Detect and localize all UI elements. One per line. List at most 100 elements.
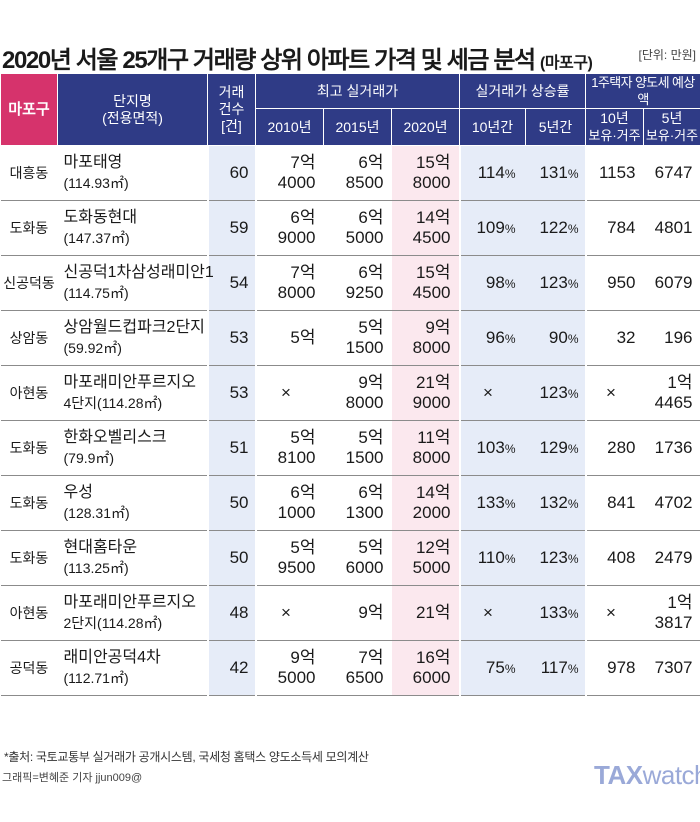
cell-tax-10y-line: 784: [607, 218, 636, 237]
rise-value: 109: [476, 217, 505, 237]
cell-price-2010-line: 6억: [290, 208, 316, 227]
table-row: 공덕동 래미안공덕4차 (112.71㎡) 42 9억 5000 7억 6500 16억 6000…: [0, 640, 700, 696]
cell-rise-5y: 123%: [525, 255, 586, 311]
cell-tax-10y: ×: [584, 585, 644, 641]
cell-price-2010-line: 5억: [290, 538, 316, 557]
cell-rise-5y: 123%: [525, 365, 586, 421]
cell-tax-5y: 1736: [643, 420, 700, 476]
cell-price-2015-line: 9억: [358, 373, 384, 392]
cell-price-2020-line: 8000: [412, 448, 451, 467]
percent-sign: %: [504, 551, 516, 566]
cell-tax-5y: 6079: [643, 255, 700, 311]
header-tax-group: 1주택자 양도세 예상액: [585, 73, 700, 109]
header-district: 마포구: [0, 73, 58, 146]
cell-price-2010-line: 8100: [277, 448, 316, 467]
cell-price-2020-line: 15억: [415, 153, 451, 172]
cell-price-2015-line: 1300: [345, 503, 384, 522]
cell-price-2010: 6억 1000: [255, 475, 324, 531]
rise-value: 114: [477, 162, 505, 182]
percent-sign: %: [504, 441, 516, 456]
header-tax-10y-2: 보유·거주: [588, 128, 641, 143]
cell-price-2020: 11억 8000: [391, 420, 460, 476]
apartment-table: 마포구 단지명 (전용면적) 거래 건수 [건] 최고 실거래가 실거래가 상승률 1…: [0, 73, 700, 696]
complex-area: (114.75㎡): [63, 285, 129, 301]
cell-tax-10y-line: 1153: [598, 163, 636, 182]
header-tax-5y-2: 보유·거주: [645, 128, 699, 143]
graphic-credit: 그래픽=변혜준 기자 jjun009@: [2, 772, 143, 784]
cell-complex: 신공덕1차삼성래미안1 (114.75㎡): [57, 255, 214, 311]
cell-rise-5y: 117%: [525, 640, 586, 696]
header-tax-5y: 5년 보유·거주: [643, 108, 700, 146]
rise-value: 133: [476, 492, 505, 512]
header-year-2015: 2015년: [323, 108, 392, 146]
cell-price-2015-line: 8500: [345, 173, 384, 192]
cell-price-2015: 9억 8000: [323, 365, 392, 421]
cell-complex: 상암월드컵파크2단지 (59.92㎡): [57, 310, 208, 366]
cell-price-2020: 15억 4500: [391, 255, 460, 311]
rise-value: 123: [539, 272, 568, 292]
complex-name: 신공덕1차삼성래미안1: [63, 264, 214, 281]
cell-tax-5y-line: 196: [664, 328, 693, 347]
cell-trade-count: 42: [206, 640, 257, 696]
cell-price-2010-line: 8000: [277, 283, 316, 302]
table-row: 도화동 한화오벨리스크 (79.9㎡) 51 5억 8100 5억 1500 11억 8000 10…: [0, 420, 700, 476]
cell-tax-10y: ×: [584, 365, 644, 421]
cell-tax-10y: 950: [584, 255, 644, 311]
cell-trade-count: 48: [206, 585, 257, 641]
cell-tax-10y: 408: [584, 530, 644, 586]
rise-value: 103: [476, 437, 505, 457]
cell-price-2010: 5억 9500: [255, 530, 324, 586]
cell-trade-count: 50: [206, 530, 257, 586]
rise-value: ×: [483, 383, 493, 402]
cell-price-2020-line: 4500: [412, 283, 451, 302]
complex-area: (112.71㎡): [63, 670, 129, 686]
cell-price-2020: 16억 6000: [391, 640, 460, 696]
cell-trade-count: 53: [206, 310, 257, 366]
cell-price-2020-line: 12억: [415, 538, 451, 557]
cell-complex: 우성 (128.31㎡): [57, 475, 208, 531]
cell-price-2015: 6억 8500: [323, 145, 392, 201]
rise-value: 123: [539, 547, 568, 567]
cell-price-2020-line: 4500: [412, 228, 451, 247]
cell-price-2020-line: 8000: [412, 173, 451, 192]
header-year-2010: 2010년: [255, 108, 324, 146]
cell-price-2015-line: 6억: [358, 208, 384, 227]
cell-rise-10y: 110%: [458, 530, 526, 586]
cell-rise-5y: 132%: [525, 475, 586, 531]
source-note: *출처: 국토교통부 실거래가 공개시스템, 국세청 홈택스 양도소득세 모의계…: [4, 750, 369, 764]
cell-price-2010-line: 7억: [290, 153, 316, 172]
rise-value: ×: [483, 603, 493, 622]
cell-price-2020: 21억: [391, 585, 460, 641]
cell-tax-10y-line: 280: [607, 438, 636, 457]
header-year-2020: 2020년: [391, 108, 460, 146]
cell-tax-10y: 978: [584, 640, 644, 696]
percent-sign: %: [567, 331, 579, 346]
cell-tax-5y: 196: [643, 310, 700, 366]
cell-price-2015-line: 6억: [358, 483, 384, 502]
cell-price-2020: 9억 8000: [391, 310, 460, 366]
cell-tax-10y: 1153: [584, 145, 644, 201]
cell-price-2020-line: 9000: [412, 393, 451, 412]
cell-tax-10y: 280: [584, 420, 644, 476]
cell-district: 도화동: [0, 475, 58, 531]
cell-tax-5y: 1억 3817: [643, 585, 700, 641]
rise-value: 132: [539, 492, 568, 512]
cell-tax-10y-line: 841: [607, 493, 636, 512]
cell-price-2015: 9억: [323, 585, 392, 641]
table-row: 상암동 상암월드컵파크2단지 (59.92㎡) 53 5억 5억 1500 9억 8000 96%…: [0, 310, 700, 366]
cell-price-2020-line: 15억: [415, 263, 451, 282]
cell-price-2020-line: 21억: [415, 373, 451, 392]
table-row: 도화동 현대홈타운 (113.25㎡) 50 5억 9500 5억 6000 12억 5000 11…: [0, 530, 700, 586]
rise-value: 110: [477, 547, 505, 567]
cell-price-2015-line: 1500: [345, 448, 384, 467]
cell-tax-10y: 784: [584, 200, 644, 256]
cell-price-2015-line: 5억: [358, 538, 384, 557]
unit-label: [단위: 만원]: [638, 48, 697, 62]
table-row: 대흥동 마포태영 (114.93㎡) 60 7억 4000 6억 8500 15억 8000 114…: [0, 145, 700, 201]
cell-price-2015-line: 6억: [358, 263, 384, 282]
cell-district: 아현동: [0, 365, 58, 421]
complex-area: 4단지(114.28㎡): [63, 395, 163, 411]
rise-value: 90: [548, 327, 568, 347]
percent-sign: %: [504, 661, 516, 676]
cell-rise-10y: 98%: [458, 255, 526, 311]
